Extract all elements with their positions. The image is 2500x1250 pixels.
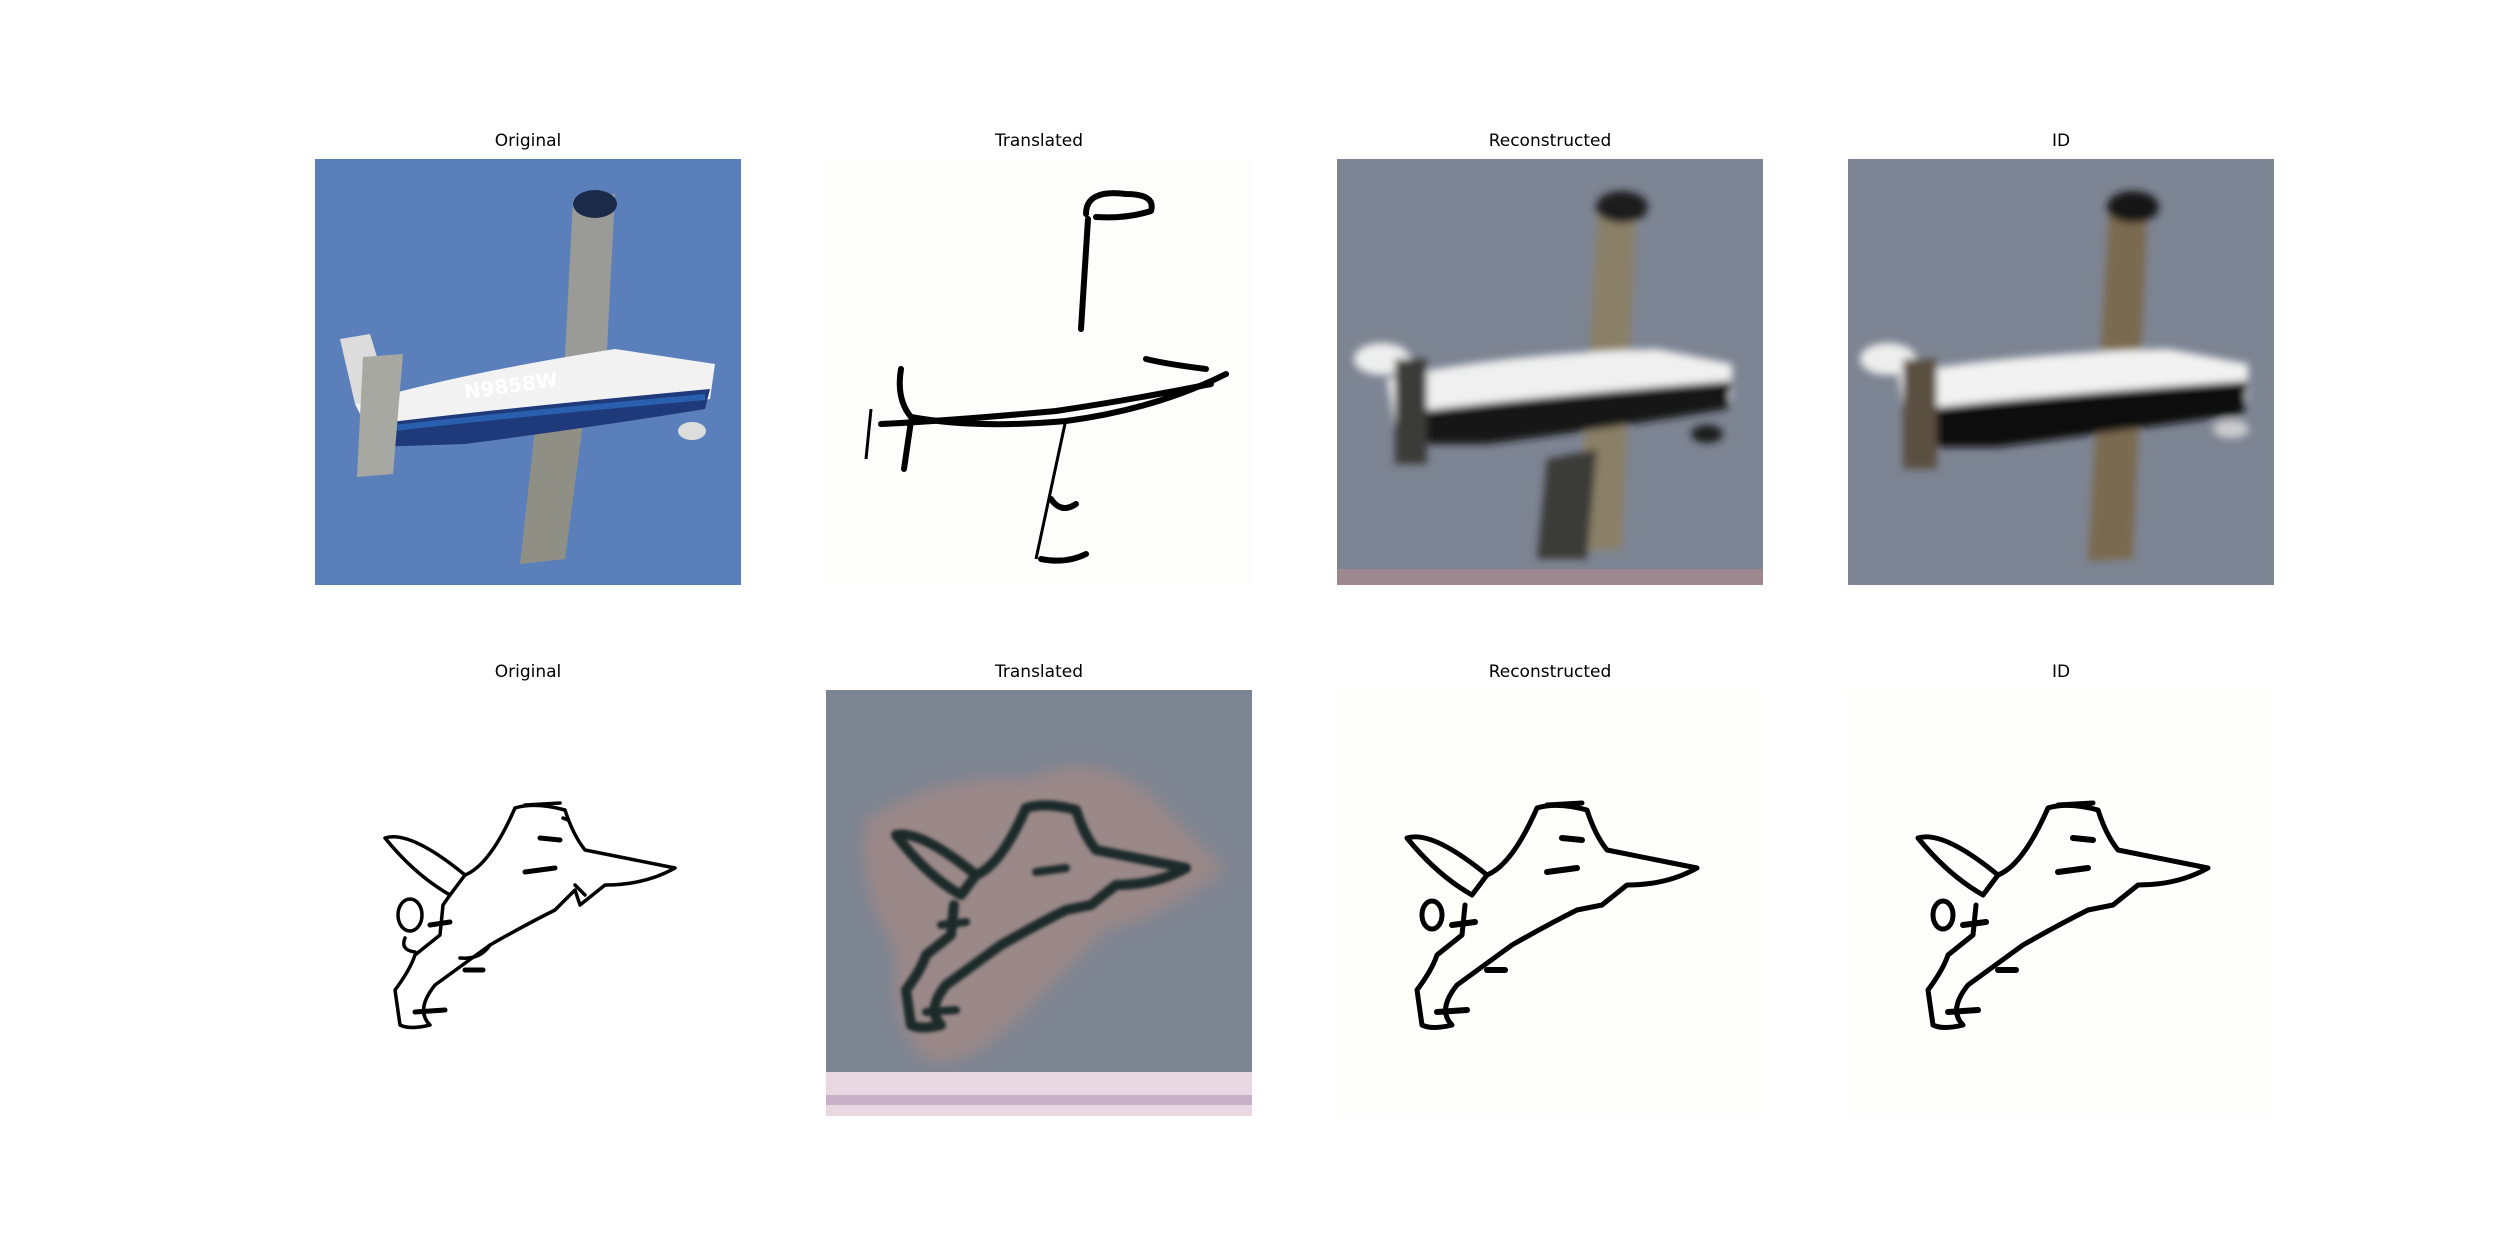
reconstructed-sketch-image: [1337, 690, 1763, 1116]
original-sketch-image: [315, 690, 741, 1116]
id-photo-image: [1848, 159, 2274, 585]
panel-title: Translated: [995, 662, 1083, 682]
panel-title: Reconstructed: [1488, 131, 1612, 151]
panel-title: Original: [494, 662, 562, 682]
panel-title: ID: [2051, 662, 2071, 682]
panel-title: Translated: [995, 131, 1083, 151]
reconstructed-photo-image: [1337, 159, 1763, 585]
panel-title: Original: [494, 131, 562, 151]
id-sketch-image: [1848, 690, 2274, 1116]
panel-title: Reconstructed: [1488, 662, 1612, 682]
panel-title: ID: [2051, 131, 2071, 151]
original-photo-image: N9858W: [315, 159, 741, 585]
translated-photo-image: [826, 690, 1252, 1116]
translated-sketch-image: [826, 159, 1252, 585]
